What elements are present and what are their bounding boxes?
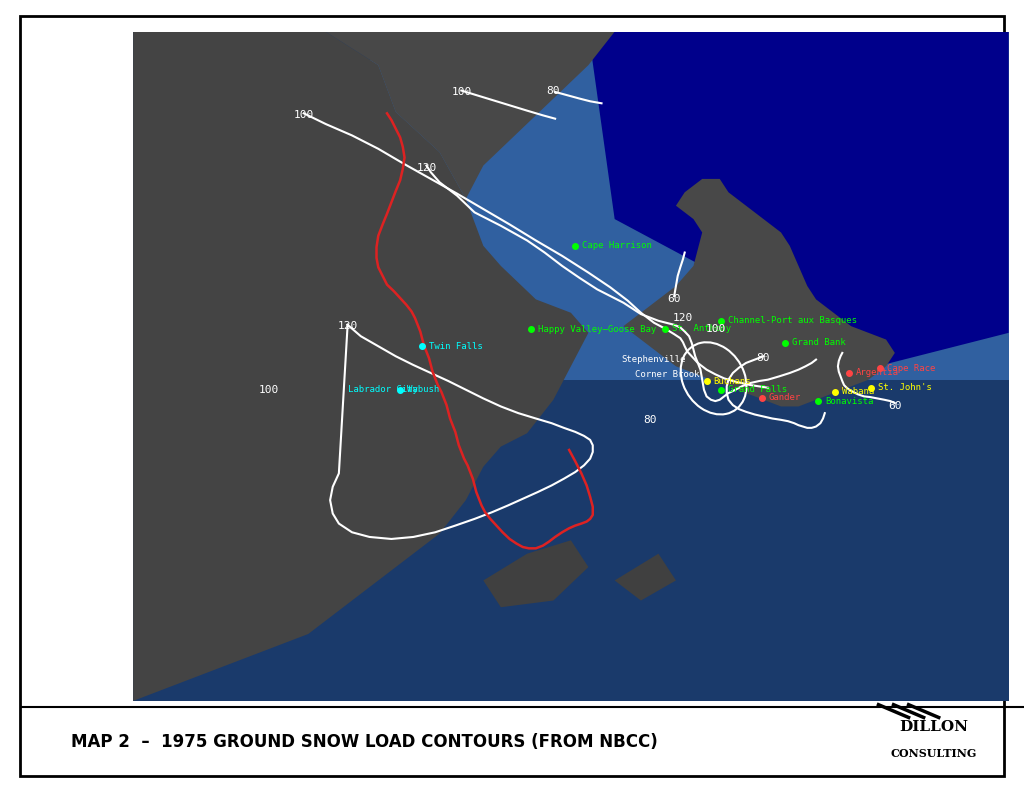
Text: Happy Valley–Goose Bay: Happy Valley–Goose Bay [539,325,656,334]
Polygon shape [624,179,895,406]
Text: 120: 120 [338,321,357,331]
Text: Wabush: Wabush [408,385,439,394]
Text: Grand Falls: Grand Falls [728,385,787,394]
Text: 100: 100 [259,385,279,394]
Text: 80: 80 [757,353,770,364]
Polygon shape [614,554,676,600]
Text: Argentia: Argentia [856,368,899,378]
Text: Wabana: Wabana [843,387,874,396]
Text: MAP 2  –  1975 GROUND SNOW LOAD CONTOURS (FROM NBCC): MAP 2 – 1975 GROUND SNOW LOAD CONTOURS (… [71,733,657,752]
Text: Stephenville: Stephenville [622,355,686,364]
Text: 100: 100 [706,325,725,334]
Ellipse shape [258,89,280,109]
Text: 80: 80 [643,415,656,425]
Text: St. Anthony: St. Anthony [673,324,731,333]
Text: 60: 60 [668,295,681,304]
Text: 60: 60 [888,402,901,412]
Text: Corner Brook: Corner Brook [635,370,699,379]
Text: Grand Bank: Grand Bank [793,338,846,348]
Text: CONSULTING: CONSULTING [891,748,977,759]
Text: Twin Falls: Twin Falls [429,341,482,351]
Text: Cape Harrison: Cape Harrison [583,242,652,250]
Polygon shape [483,540,589,607]
Text: 120: 120 [673,313,693,323]
Text: DILLON: DILLON [899,720,968,734]
Text: St. John's: St. John's [879,383,932,392]
Text: Gander: Gander [769,394,801,402]
Text: 120: 120 [417,162,436,173]
Text: Buchans: Buchans [714,376,752,386]
Polygon shape [326,32,614,199]
Polygon shape [589,32,1009,366]
Text: Cape Race: Cape Race [887,364,935,373]
Text: 100: 100 [294,110,314,120]
Text: 80: 80 [547,86,560,96]
Text: Bonavista: Bonavista [824,397,873,406]
Text: Channel-Port aux Basques: Channel-Port aux Basques [728,316,857,326]
Polygon shape [133,32,589,701]
Text: 100: 100 [452,87,472,97]
Text: Labrador City: Labrador City [348,385,419,394]
Bar [370,32,1009,379]
